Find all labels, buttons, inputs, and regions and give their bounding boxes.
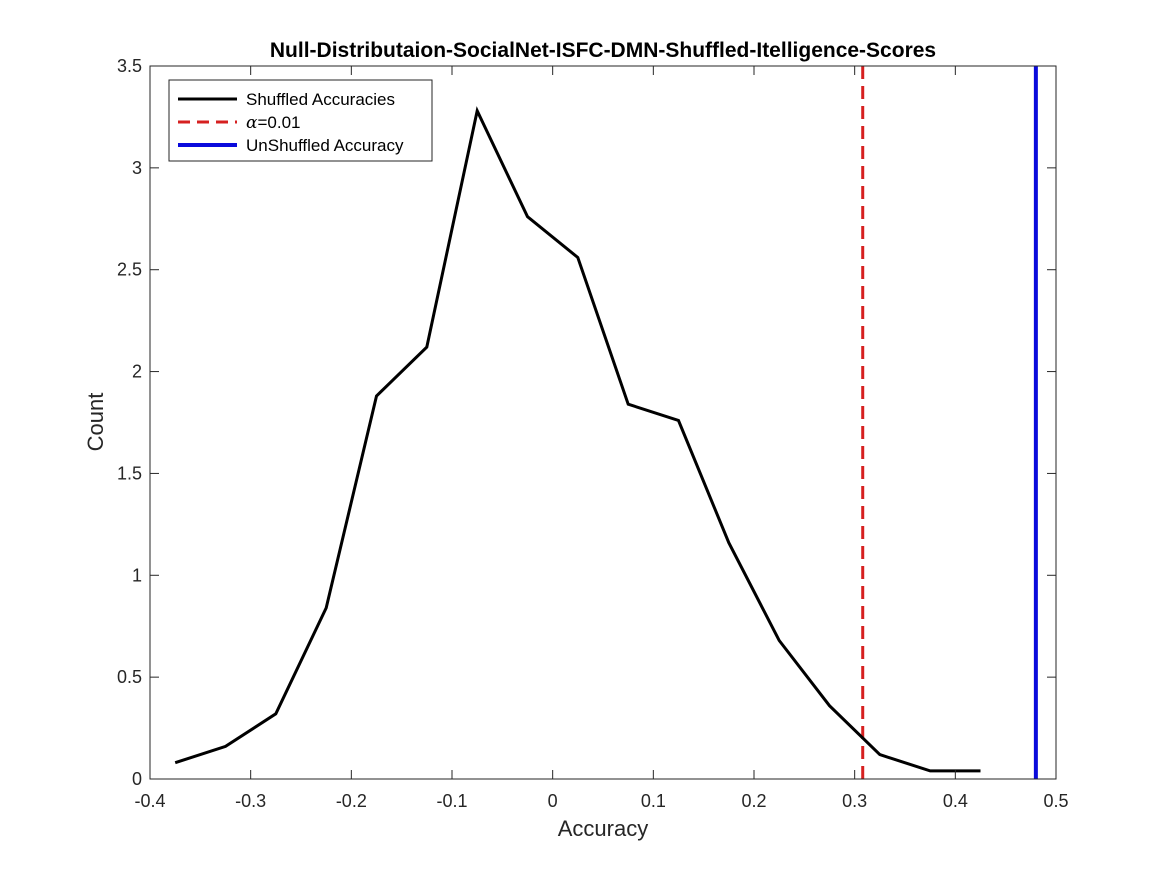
y-axis-label: Count: [83, 393, 108, 452]
chart-title: Null-Distributaion-SocialNet-ISFC-DMN-Sh…: [270, 39, 936, 62]
axes-box: [149, 65, 1057, 780]
y-tick-label: 2: [132, 362, 142, 382]
x-tick-label: 0.4: [943, 791, 968, 811]
x-tick-label: -0.3: [235, 791, 266, 811]
legend-alpha-value: =0.01: [257, 113, 300, 132]
x-axis-label: Accuracy: [558, 816, 648, 841]
x-tick-label: 0.3: [842, 791, 867, 811]
y-tick-label: 3: [132, 158, 142, 178]
y-tick-label: 1: [132, 565, 142, 585]
y-tick-label: 1.5: [117, 463, 142, 483]
y-tick-label: 0.5: [117, 667, 142, 687]
legend-box: [168, 79, 433, 162]
legend-label-alpha: α=0.01: [246, 113, 301, 133]
data-layer: [174, 66, 1038, 779]
x-tick-label: 0: [548, 791, 558, 811]
y-tick-label: 2.5: [117, 260, 142, 280]
plot-area: [150, 66, 1056, 779]
y-tick-label: 3.5: [117, 56, 142, 76]
x-tick-label: -0.1: [436, 791, 467, 811]
x-tick-label: -0.2: [336, 791, 367, 811]
legend-label-unshuffled-accuracy: UnShuffled Accuracy: [246, 136, 404, 155]
ticks-layer: -0.4 -0.3 -0.2 -0.1 0 0.1 0.2 0.3 0.4 0.5 0 0.5 1 1.5…: [117, 56, 1069, 811]
x-tick-label: 0.1: [641, 791, 666, 811]
legend-alpha-symbol: α: [246, 113, 258, 133]
x-tick-label: 0.2: [741, 791, 766, 811]
y-tick-label: 0: [132, 769, 142, 789]
legend-label-shuffled-accuracies: Shuffled Accuracies: [246, 90, 395, 109]
x-tick-label: 0.5: [1043, 791, 1068, 811]
legend: Shuffled Accuracies α=0.01 UnShuffled Ac…: [168, 79, 433, 162]
x-tick-label: -0.4: [134, 791, 165, 811]
